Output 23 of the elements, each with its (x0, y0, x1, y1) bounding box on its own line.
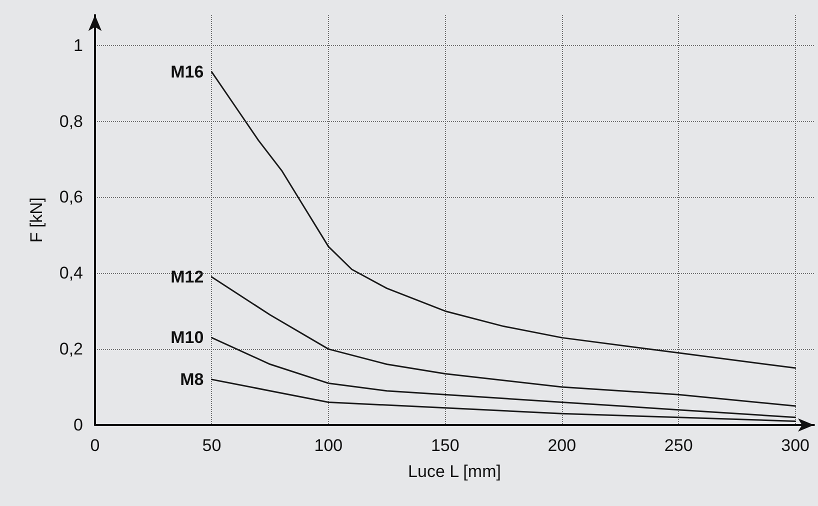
x-tick-label: 50 (202, 436, 222, 455)
series-label: M8 (180, 370, 204, 389)
y-tick-label: 0 (74, 416, 83, 434)
y-tick-label: 0,4 (59, 264, 83, 283)
x-tick-label: 300 (781, 436, 810, 455)
y-tick-label: 1 (74, 36, 83, 55)
series-label: M16 (170, 62, 204, 82)
series-label: M10 (170, 328, 204, 348)
line-series (210, 336, 796, 418)
y-tick-label: 0,8 (59, 112, 83, 131)
line-series (210, 378, 796, 422)
line-series (210, 276, 796, 407)
y-axis-title: F [kN] (27, 197, 46, 243)
x-tick-label: 100 (314, 436, 343, 455)
x-tick-label: 200 (548, 436, 576, 455)
x-tick-label: 150 (430, 436, 460, 455)
x-tick-label: 250 (664, 436, 693, 455)
x-axis-title: Luce L [mm] (408, 462, 501, 481)
y-tick-label: 0,2 (59, 340, 83, 359)
x-tick-label: 0 (90, 436, 100, 455)
y-tick-label: 0,6 (59, 188, 83, 207)
line-series (210, 71, 796, 369)
series-label: M12 (170, 267, 204, 286)
